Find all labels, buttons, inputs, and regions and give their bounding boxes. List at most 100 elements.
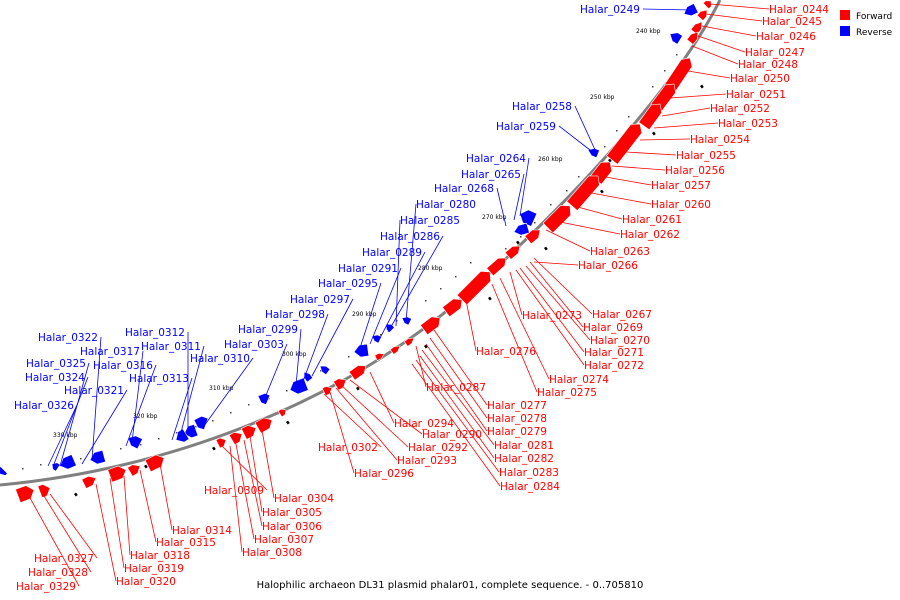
leader-line	[509, 271, 523, 316]
gene-label: Halar_0302	[318, 442, 378, 454]
gene-label: Halar_0312	[125, 327, 185, 339]
gene-label: Halar_0319	[124, 563, 184, 575]
gene-arrow	[353, 343, 370, 358]
leader-line	[59, 362, 90, 467]
tick-dot	[628, 116, 630, 118]
gene-arrow	[321, 386, 333, 397]
tick-label: 270 kbp	[482, 214, 507, 221]
label-leader-lines	[29, 3, 770, 587]
gene-label: Halar_0244	[769, 4, 829, 16]
leader-line	[419, 355, 495, 459]
leader-line	[335, 387, 398, 461]
tick-dot	[80, 458, 82, 460]
tick-dot	[320, 370, 322, 372]
gene-arrow	[254, 417, 273, 434]
leader-line	[709, 3, 770, 10]
gene-arrow	[319, 365, 331, 376]
gene-arrow	[144, 454, 165, 473]
gene-arrow	[107, 465, 127, 483]
tick-dot	[22, 468, 24, 470]
gene-arrow	[419, 316, 441, 336]
gene-label: Halar_0247	[745, 47, 805, 59]
gene-label: Halar_0274	[549, 374, 609, 386]
gene-label: Halar_0277	[487, 400, 547, 412]
tick-label: 300 kbp	[282, 351, 307, 358]
gene-label: Halar_0265	[461, 169, 521, 181]
leader-line	[513, 173, 525, 221]
gene-label: Halar_0292	[408, 442, 468, 454]
gene-label: Halar_0305	[262, 507, 322, 519]
tick-dot	[195, 426, 197, 428]
leader-line	[533, 257, 593, 315]
gene-label: Halar_0310	[190, 353, 250, 365]
gene-label: Halar_0297	[290, 294, 350, 306]
leader-line	[171, 377, 193, 441]
gene-arrow	[566, 175, 600, 212]
gene-label: Halar_0294	[394, 418, 454, 430]
gene-arrow	[524, 229, 541, 245]
gene-arrow	[81, 475, 97, 489]
tick-label: 280 kbp	[418, 265, 443, 272]
gene-label: Halar_0309	[204, 485, 264, 497]
gene-arrow	[332, 378, 347, 391]
gene-label: Halar_0296	[354, 468, 414, 480]
gene-label: Halar_0325	[26, 358, 86, 370]
leader-line	[311, 298, 354, 377]
tick-label: 320 kbp	[133, 413, 158, 420]
leader-line	[29, 497, 80, 587]
gene-label: Halar_0328	[28, 567, 88, 579]
gene-label: Halar_0270	[590, 335, 650, 347]
gene-label: Halar_0299	[238, 324, 298, 336]
leader-line	[515, 269, 585, 366]
tick-dot	[470, 262, 472, 264]
tick-dot	[652, 86, 654, 88]
gene-label: Halar_0249	[580, 4, 640, 16]
leader-line	[639, 138, 691, 141]
tick-mark	[544, 246, 548, 251]
tick-dot	[40, 464, 42, 466]
tick-dot	[140, 444, 142, 446]
plasmid-backbone	[0, 0, 722, 487]
gene-label: Halar_0282	[494, 453, 554, 465]
gene-label: Halar_0321	[64, 385, 124, 397]
tick-mark	[651, 131, 656, 136]
leader-line	[109, 477, 125, 569]
gene-arrow	[519, 209, 538, 227]
gene-label: Halar_0260	[651, 199, 711, 211]
gene-arrow	[175, 428, 190, 443]
gene-label: Halar_0248	[738, 59, 798, 71]
leader-line	[585, 191, 652, 205]
leader-line	[229, 445, 243, 553]
gene-label: Halar_0318	[130, 550, 190, 562]
leader-line	[519, 157, 530, 217]
tick-dot	[248, 404, 250, 406]
gene-label: Halar_0275	[537, 387, 597, 399]
gene-label: Halar_0287	[426, 382, 486, 394]
leader-line	[429, 337, 488, 419]
leader-line	[421, 349, 495, 446]
tick-dot	[604, 146, 606, 148]
legend-reverse-label: Reverse	[856, 28, 893, 38]
legend: Forward Reverse	[840, 10, 893, 38]
tick-dot	[505, 248, 507, 250]
gene-label: Halar_0264	[466, 153, 526, 165]
gene-label: Halar_0246	[756, 31, 816, 43]
gene-label: Halar_0252	[710, 103, 770, 115]
tick-mark	[516, 240, 520, 245]
leader-line	[529, 261, 584, 328]
gene-arrow	[126, 464, 141, 477]
leader-line	[691, 45, 739, 65]
gene-arrow	[389, 345, 401, 355]
leader-line	[387, 235, 444, 333]
gene-label: Halar_0315	[156, 537, 216, 549]
gene-arrow	[638, 103, 663, 131]
gene-label: Halar_0263	[590, 246, 650, 258]
leader-line	[681, 69, 731, 79]
tick-dot	[158, 438, 160, 440]
tick-dot	[534, 222, 536, 224]
gene-label: Halar_0259	[496, 121, 556, 133]
tick-mark	[144, 464, 148, 469]
gene-arrow	[690, 21, 703, 35]
tick-label: 260 kbp	[538, 156, 563, 163]
gene-label: Halar_0320	[116, 576, 176, 588]
